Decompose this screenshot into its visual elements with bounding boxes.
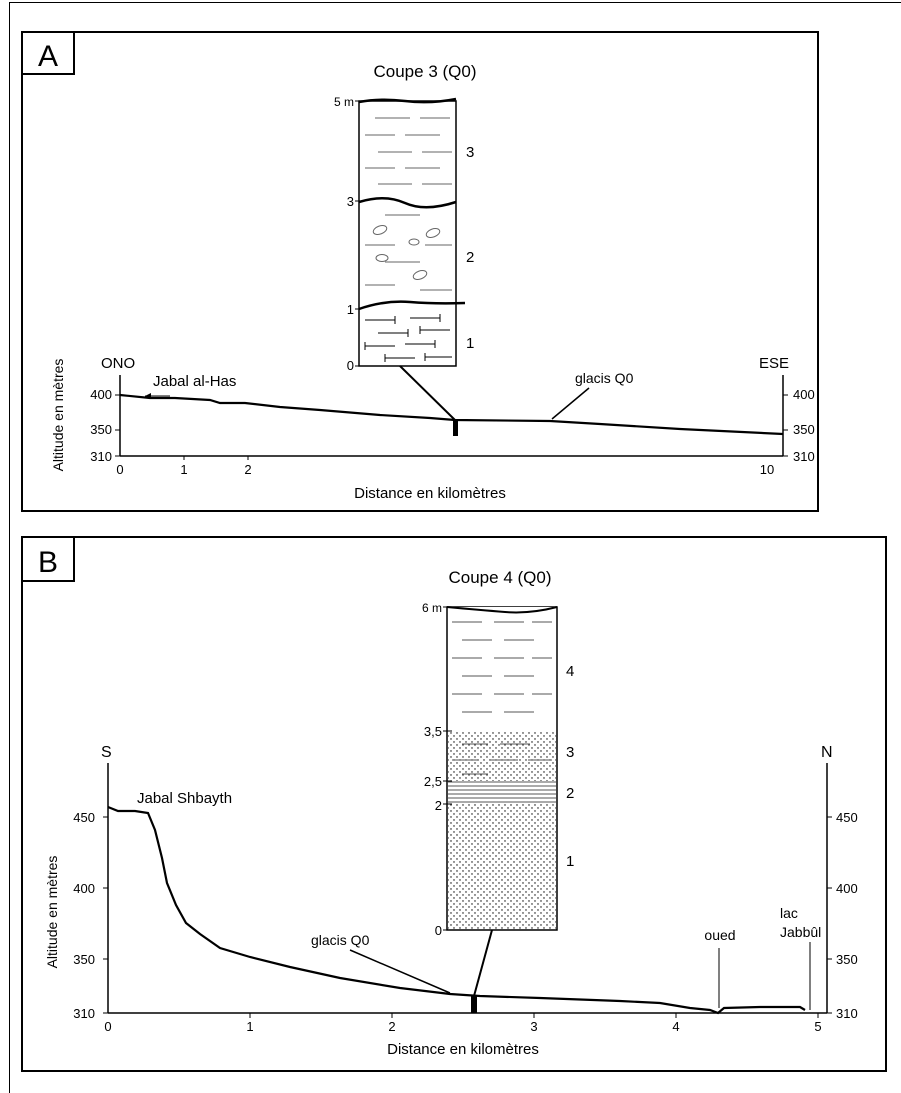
panel-b-place-label: Jabal Shbayth xyxy=(137,790,232,807)
panel-b-y-tick-right: 400 xyxy=(836,881,858,896)
panel-b-oued-label: oued xyxy=(704,927,735,943)
panel-a-unit-label: 1 xyxy=(466,335,474,352)
panel-b-x-tick: 0 xyxy=(104,1019,111,1034)
panel-a-column: 5 m 3 1 0 3 2 1 xyxy=(334,95,474,373)
panel-b-depth-tick: 3,5 xyxy=(424,724,442,739)
panel-a-y-tick: 400 xyxy=(90,387,112,402)
panel-a: A Coupe 3 (Q0) xyxy=(22,32,818,511)
panel-b-y-tick: 450 xyxy=(73,810,95,825)
panel-b-column-connector xyxy=(474,930,492,996)
panel-b-y-tick: 310 xyxy=(73,1006,95,1021)
panel-a-x-tick: 1 xyxy=(180,462,187,477)
panel-b-x-tick: 4 xyxy=(672,1019,679,1034)
panel-b-depth-tick: 2 xyxy=(435,798,442,813)
panel-a-y-tick: 310 xyxy=(90,449,112,464)
panel-a-title: Coupe 3 (Q0) xyxy=(374,62,477,81)
panel-a-y-tick-right: 350 xyxy=(793,422,815,437)
panel-b-y-tick-right: 350 xyxy=(836,952,858,967)
panel-b-right-direction: N xyxy=(821,744,833,761)
panel-a-depth-tick: 5 m xyxy=(334,95,354,109)
panel-b-section-marker xyxy=(471,996,477,1013)
panel-a-unit-label: 3 xyxy=(466,144,474,161)
panel-a-depth-tick: 0 xyxy=(347,358,354,373)
panel-b-y-tick: 400 xyxy=(73,881,95,896)
panel-b: B Coupe 4 (Q0) xyxy=(22,537,886,1071)
panel-b-depth-tick: 2,5 xyxy=(424,774,442,789)
panel-a-x-tick: 10 xyxy=(760,462,774,477)
panel-a-glacis-label: glacis Q0 xyxy=(575,370,634,386)
panel-b-lake-label: lac xyxy=(780,905,798,921)
panel-b-x-tick: 3 xyxy=(530,1019,537,1034)
panel-b-lake-label: Jabbûl xyxy=(780,924,821,940)
panel-a-topographic-profile xyxy=(120,395,783,434)
panel-a-depth-tick: 1 xyxy=(347,302,354,317)
panel-a-right-direction: ESE xyxy=(759,355,789,372)
panel-a-glacis-leader xyxy=(552,388,589,419)
panel-b-depth-tick: 6 m xyxy=(422,601,442,615)
panel-b-glacis-label: glacis Q0 xyxy=(311,932,370,948)
panel-a-unit-label: 2 xyxy=(466,249,474,266)
panel-b-y-tick-right: 450 xyxy=(836,810,858,825)
panel-a-depth-tick: 3 xyxy=(347,194,354,209)
panel-a-y-label: Altitude en mètres xyxy=(50,359,66,472)
panel-b-glacis-leader xyxy=(350,950,450,993)
panel-b-x-tick: 5 xyxy=(814,1019,821,1034)
panel-a-column-connector xyxy=(400,366,455,420)
panel-a-x-tick: 2 xyxy=(244,462,251,477)
panel-b-left-direction: S xyxy=(101,744,112,761)
panel-a-place-label: Jabal al-Has xyxy=(153,373,236,390)
panel-a-section-marker xyxy=(453,420,458,436)
panel-b-x-tick: 1 xyxy=(246,1019,253,1034)
panel-a-x-label: Distance en kilomètres xyxy=(354,485,506,502)
panel-b-letter: B xyxy=(38,546,58,579)
panel-b-depth-tick: 0 xyxy=(435,923,442,938)
panel-a-letter: A xyxy=(38,40,58,73)
panel-b-x-label: Distance en kilomètres xyxy=(387,1041,539,1058)
panel-a-y-tick-right: 310 xyxy=(793,449,815,464)
panel-a-profile: ONO ESE Jabal al-Has glacis Q0 400 350 3… xyxy=(50,355,815,502)
panel-b-x-tick: 2 xyxy=(388,1019,395,1034)
panel-b-unit-label: 2 xyxy=(566,785,574,802)
panel-b-unit-label: 3 xyxy=(566,744,574,761)
panel-b-y-tick: 350 xyxy=(73,952,95,967)
panel-a-y-tick-right: 400 xyxy=(793,387,815,402)
panel-a-left-direction: ONO xyxy=(101,355,135,372)
panel-b-unit-label: 1 xyxy=(566,853,574,870)
panel-b-column: 6 m 3,5 2,5 2 0 4 3 2 1 xyxy=(422,601,574,938)
panel-a-y-tick: 350 xyxy=(90,422,112,437)
panel-b-unit-1-pattern xyxy=(448,804,556,929)
panel-b-title: Coupe 4 (Q0) xyxy=(449,568,552,587)
panel-b-unit-label: 4 xyxy=(566,663,574,680)
panel-a-x-tick: 0 xyxy=(116,462,123,477)
panel-b-y-tick-right: 310 xyxy=(836,1006,858,1021)
panel-b-y-label: Altitude en mètres xyxy=(44,856,60,969)
